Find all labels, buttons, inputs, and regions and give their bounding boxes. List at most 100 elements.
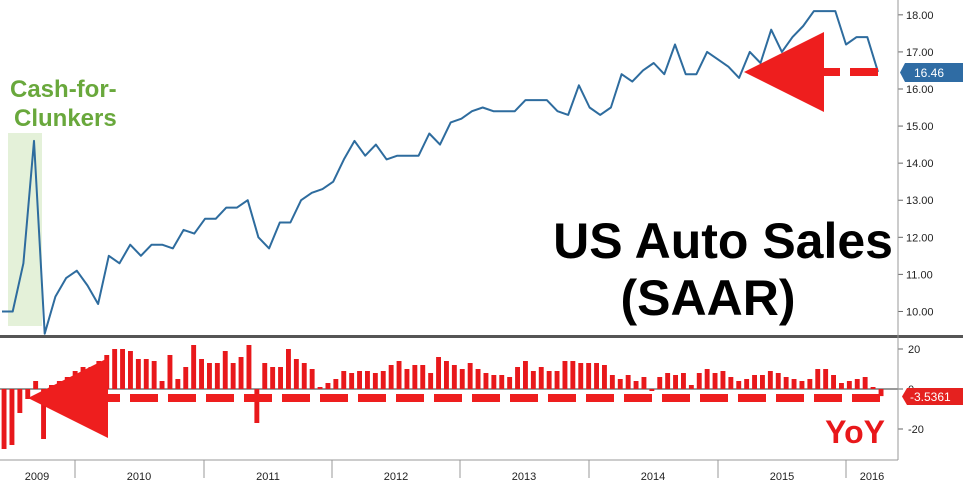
yoy-bar: [1, 389, 7, 449]
yoy-bar: [815, 369, 821, 389]
yoy-bar: [799, 381, 805, 389]
yoy-bar: [72, 371, 78, 389]
year-label: 2012: [384, 471, 408, 483]
yoy-bar: [673, 375, 678, 389]
year-label: 2010: [127, 471, 151, 483]
yoy-bar: [839, 383, 844, 389]
sales-line: [2, 10, 879, 335]
year-label: 2014: [641, 471, 665, 483]
yoy-bar: [538, 367, 544, 389]
yoy-bar: [17, 389, 23, 413]
yoy-bar: [159, 381, 165, 389]
yoy-bar: [120, 349, 125, 389]
yoy-bar: [791, 379, 797, 389]
yoy-bar: [625, 375, 631, 389]
yoy-bar: [64, 377, 70, 389]
yoy-bar: [104, 355, 110, 389]
yoy-bar: [523, 361, 528, 389]
yoy-bar: [96, 361, 102, 389]
yoy-bar: [870, 387, 876, 389]
yoy-bar: [230, 363, 236, 389]
yoy-bar: [807, 379, 813, 389]
yoy-bar: [309, 369, 315, 389]
yoy-bar: [293, 359, 299, 389]
yoy-bar: [151, 361, 157, 389]
yoy-bar: [665, 373, 671, 389]
yoy-label: YoY: [825, 414, 885, 450]
yoy-bar: [420, 365, 426, 389]
yoy-bar: [135, 359, 141, 389]
yoy-bar: [854, 379, 860, 389]
yoy-bar: [475, 369, 481, 389]
yoy-bar: [270, 367, 276, 389]
yoy-bar: [602, 365, 607, 389]
yoy-bar: [80, 367, 86, 389]
yoy-bar: [175, 379, 181, 389]
last-value-text-upper: 16.46: [914, 66, 944, 80]
yoy-bar: [286, 349, 291, 389]
upper-tick-label: 18.00: [906, 10, 934, 22]
yoy-bar: [357, 371, 362, 389]
x-axis: 2009 2010 2011 2012 2013 2014 2015 2016: [0, 459, 898, 483]
yoy-bar: [562, 361, 568, 389]
yoy-bar: [846, 381, 852, 389]
yoy-bar: [515, 367, 520, 389]
yoy-bar: [712, 373, 718, 389]
yoy-bar: [878, 389, 884, 397]
yoy-bar: [507, 377, 513, 389]
yoy-bar: [301, 363, 307, 389]
yoy-bar: [530, 371, 536, 389]
yoy-bar: [688, 385, 694, 389]
yoy-bar: [823, 369, 829, 389]
yoy-bar: [88, 367, 94, 389]
yoy-bar: [594, 363, 599, 389]
yoy-bar: [736, 381, 742, 389]
upper-tick-label: 12.00: [906, 232, 934, 244]
yoy-bar: [744, 379, 750, 389]
yoy-bar: [720, 371, 726, 389]
yoy-bar: [143, 359, 149, 389]
yoy-bar: [633, 381, 639, 389]
year-label: 2015: [770, 471, 794, 483]
yoy-bar: [372, 373, 378, 389]
yoy-bar: [333, 379, 339, 389]
yoy-bar: [349, 373, 355, 389]
yoy-bar: [112, 349, 118, 389]
yoy-bar: [546, 371, 552, 389]
upper-tick-label: 16.00: [906, 84, 934, 96]
yoy-bar: [459, 369, 465, 389]
yoy-bar: [428, 373, 434, 389]
yoy-bar: [444, 361, 449, 389]
yoy-bar: [641, 377, 647, 389]
yoy-bar: [380, 371, 386, 389]
yoy-bar: [570, 361, 576, 389]
yoy-bar: [617, 379, 623, 389]
chart-subtitle: (SAAR): [621, 270, 796, 326]
yoy-bar: [56, 381, 62, 389]
lower-tick-label: 20: [908, 344, 920, 356]
last-value-badge-upper: 16.46: [900, 63, 963, 82]
yoy-bar: [554, 371, 560, 389]
yoy-bar: [365, 371, 370, 389]
yoy-bar: [49, 385, 54, 389]
yoy-bar: [214, 363, 220, 389]
yoy-bar: [586, 363, 592, 389]
yoy-bar: [404, 369, 410, 389]
cash-for-clunkers-line1: Cash-for-: [10, 76, 117, 103]
yoy-bar: [262, 363, 268, 389]
yoy-bar: [609, 375, 615, 389]
chart-title: US Auto Sales: [553, 213, 893, 269]
yoy-bar: [254, 389, 260, 423]
year-labels: 2009 2010 2011 2012 2013 2014 2015 2016: [25, 460, 884, 483]
yoy-bar: [704, 369, 710, 389]
cash-for-clunkers-line2: Clunkers: [14, 105, 117, 132]
yoy-bar: [467, 363, 473, 389]
yoy-bar: [167, 355, 173, 389]
yoy-bar: [681, 373, 686, 389]
yoy-bar: [25, 389, 31, 399]
yoy-bar: [278, 367, 283, 389]
yoy-bar: [238, 357, 244, 389]
yoy-bar: [436, 357, 441, 389]
yoy-bar: [578, 363, 584, 389]
yoy-bar: [483, 373, 489, 389]
